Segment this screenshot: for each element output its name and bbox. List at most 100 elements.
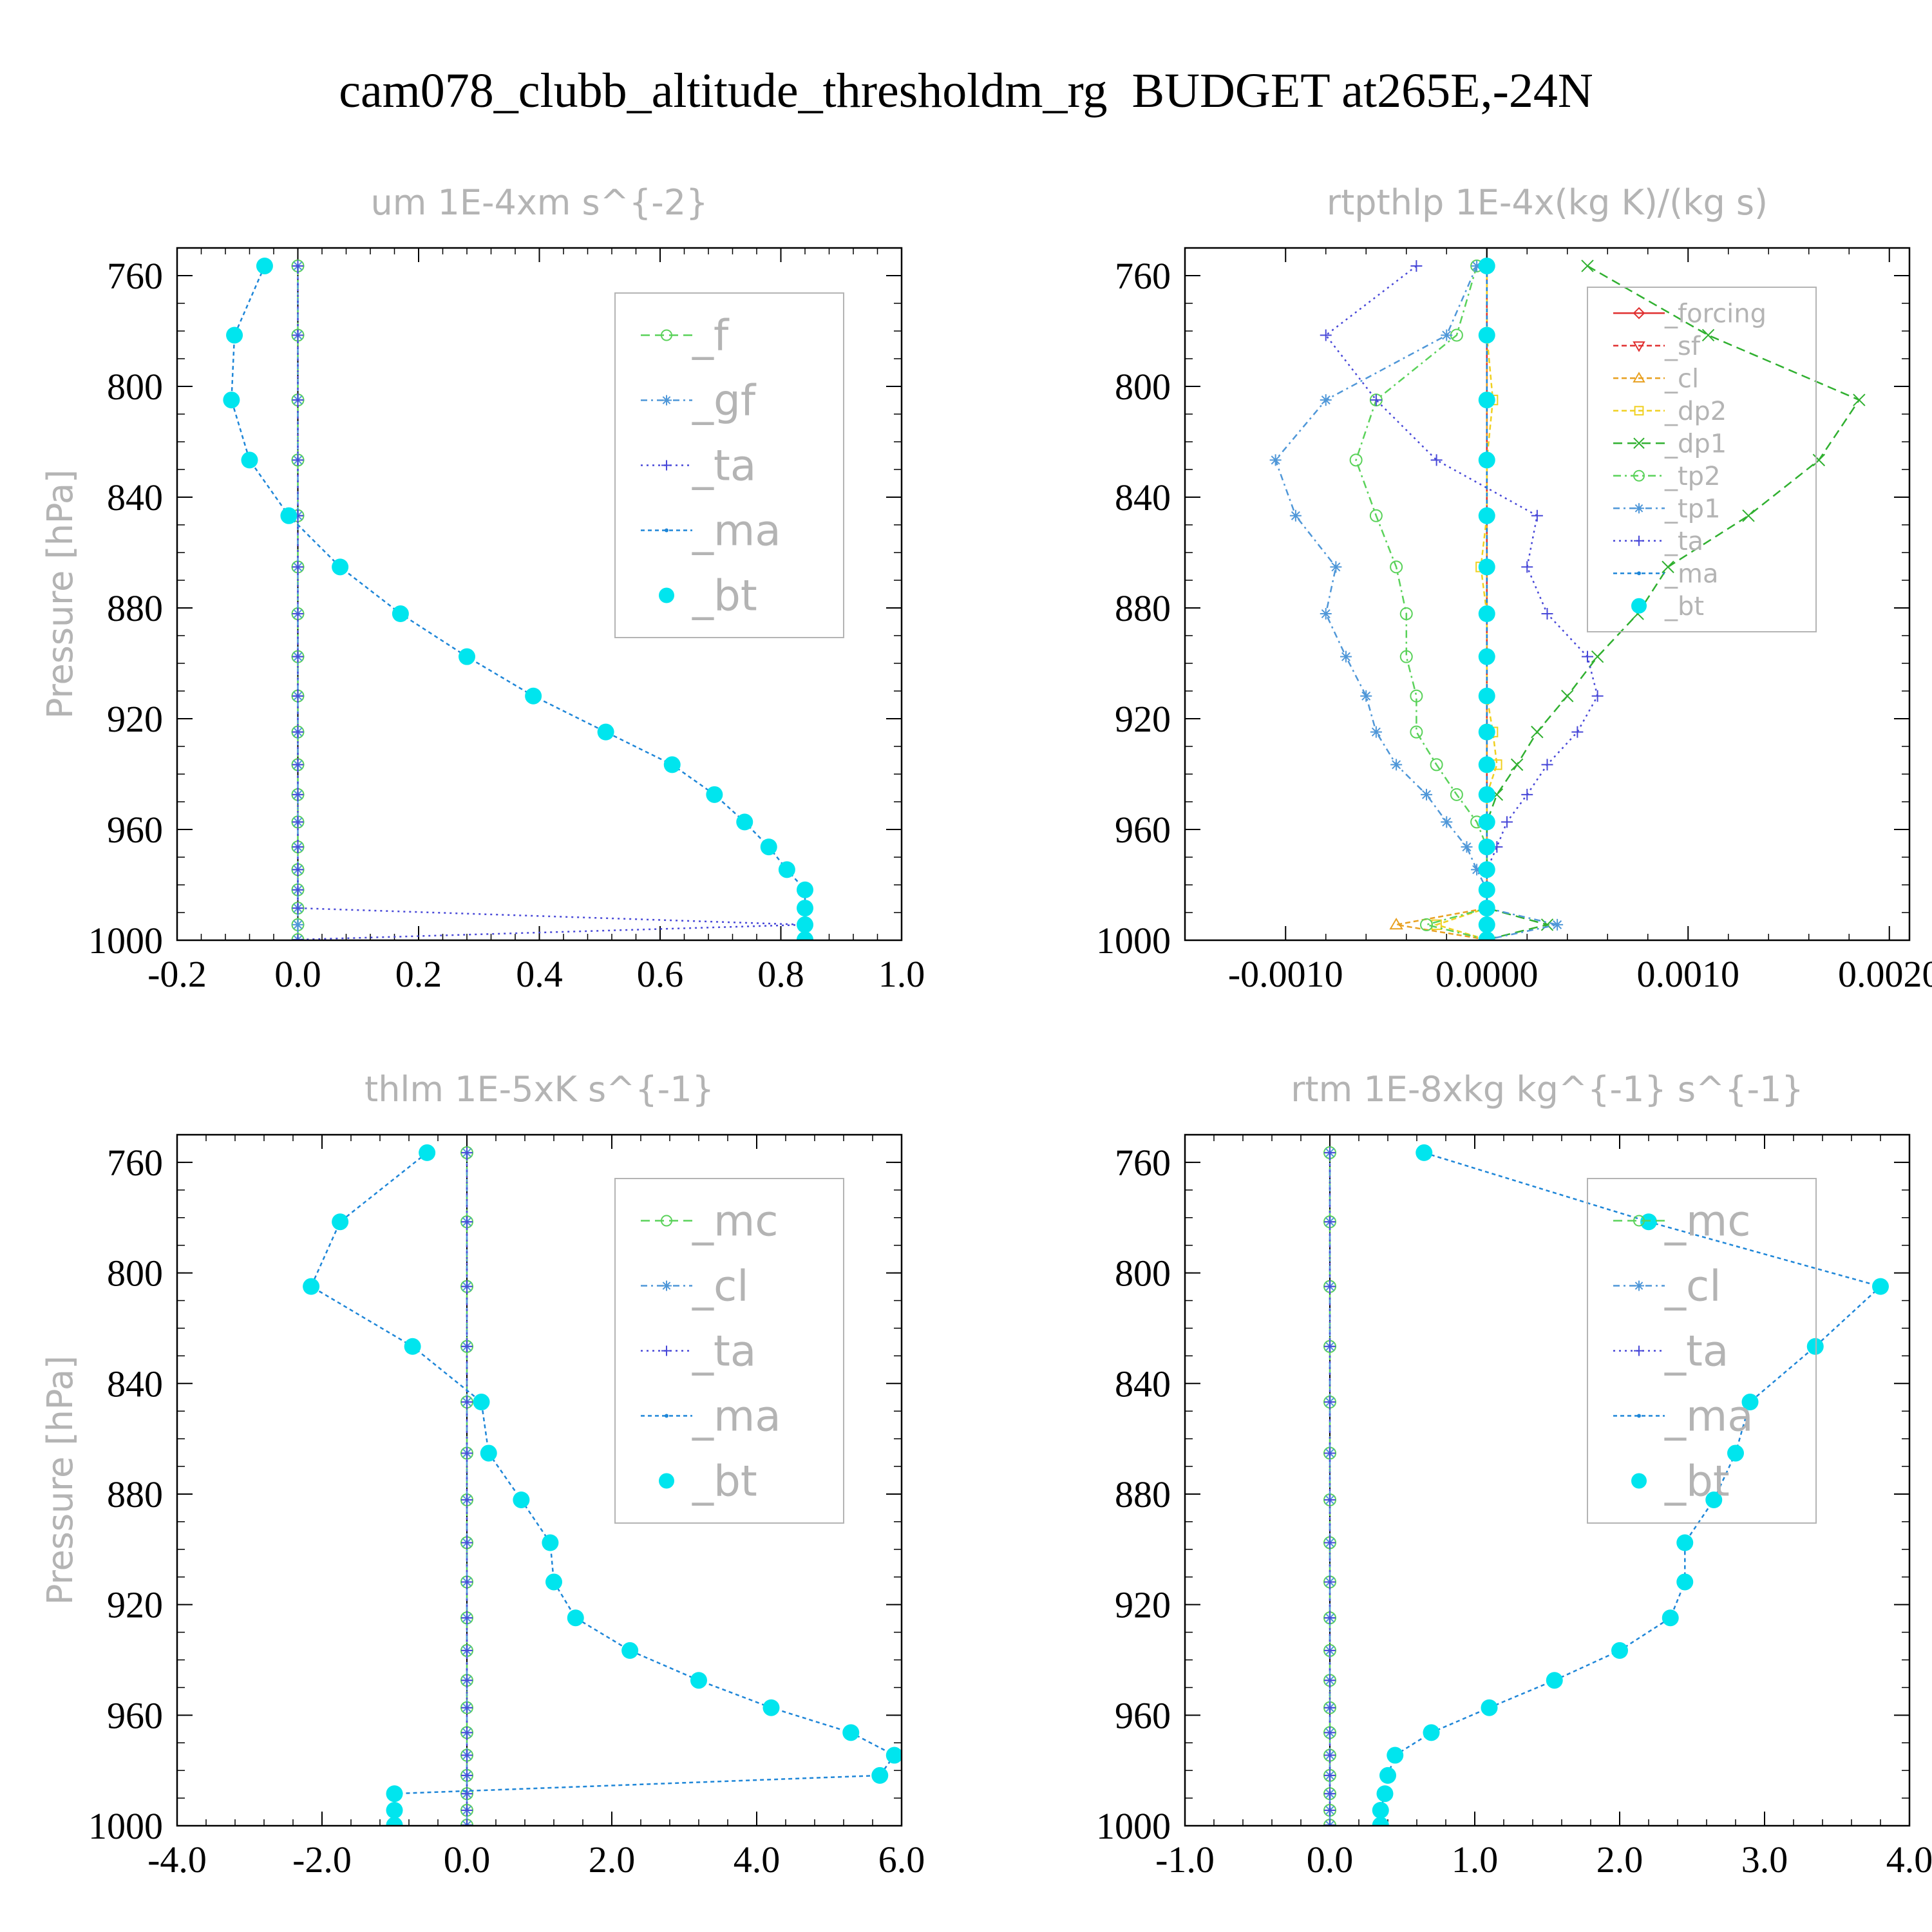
data-point	[1521, 561, 1533, 573]
data-point	[473, 1394, 490, 1411]
data-point	[332, 558, 349, 576]
legend-label: _dp2	[1664, 397, 1727, 426]
data-point	[797, 931, 813, 940]
panel-title: um 1E-4xm s^{-2}	[371, 182, 708, 223]
data-point	[1812, 453, 1826, 467]
data-point	[461, 1804, 473, 1816]
series-group	[1269, 257, 1866, 940]
x-tick-label: 0.6	[637, 953, 684, 995]
data-point	[1633, 307, 1645, 319]
data-point	[292, 841, 304, 853]
data-point	[461, 1612, 473, 1624]
data-point	[461, 1280, 473, 1293]
data-point	[292, 690, 304, 702]
plot-frame	[176, 247, 903, 942]
data-point	[1634, 1345, 1644, 1356]
series-line	[1381, 1153, 1880, 1825]
legend-entry: _bt	[1631, 592, 1704, 621]
data-point	[1360, 690, 1372, 702]
y-axis-label: Pressure [hPa]	[40, 1356, 80, 1605]
legend-entry: _dp2	[1613, 397, 1727, 426]
series-tp1	[1269, 260, 1564, 940]
data-point	[461, 1701, 473, 1714]
legend-label: _cl	[692, 1262, 749, 1311]
data-point	[461, 1674, 473, 1687]
y-tick-label: 760	[1115, 255, 1171, 297]
data-point	[1633, 341, 1645, 352]
data-point	[241, 451, 258, 469]
data-point	[461, 1727, 473, 1739]
series-bt	[1372, 1144, 1889, 1826]
legend-entry: _mc	[641, 1197, 779, 1246]
data-point	[1634, 1280, 1644, 1291]
legend-label: _ta	[1664, 1327, 1728, 1376]
data-point	[1471, 260, 1483, 272]
x-tick-label: 4.0	[734, 1839, 781, 1880]
data-point	[1324, 1701, 1336, 1714]
data-point	[1324, 1146, 1336, 1159]
x-tick-label: 0.2	[395, 953, 442, 995]
data-point	[1531, 725, 1544, 739]
data-point	[280, 507, 298, 524]
series-tp2	[1349, 259, 1493, 940]
data-point	[1640, 1213, 1657, 1231]
legend-label: _gf	[692, 376, 757, 426]
panel-um: um 1E-4xm s^{-2} Pressure [hPa] -0.2 0.0 0.2…	[40, 182, 925, 995]
data-point	[1478, 861, 1495, 878]
legend-entry: _tp1	[1613, 494, 1721, 524]
y-tick-label: 880	[107, 1473, 163, 1515]
data-point	[292, 650, 304, 663]
data-point	[1611, 1642, 1628, 1659]
data-point	[1410, 725, 1423, 739]
x-tick-label: 0.0	[1307, 1839, 1354, 1880]
data-point	[1872, 1278, 1889, 1295]
data-point	[386, 1785, 403, 1803]
data-point	[461, 1644, 473, 1656]
y-tick-label: 960	[107, 809, 163, 851]
data-point	[1510, 758, 1524, 772]
data-point	[661, 1215, 672, 1227]
data-point	[661, 1345, 672, 1356]
data-point	[1376, 1785, 1394, 1803]
data-point	[292, 884, 304, 896]
series-bt	[223, 257, 813, 940]
x-tick-label: -4.0	[147, 1839, 207, 1880]
data-point	[1324, 1788, 1336, 1800]
data-point	[760, 838, 777, 856]
series-cl	[1389, 258, 1494, 940]
data-point	[292, 902, 304, 914]
series-line	[311, 1153, 895, 1825]
data-point	[1372, 1801, 1389, 1819]
series-ta	[1320, 260, 1604, 940]
data-point	[1541, 759, 1553, 771]
data-point	[461, 1340, 473, 1352]
data-point	[292, 759, 304, 771]
y-tick-label: 960	[107, 1694, 163, 1736]
minor-ticks	[1184, 1134, 1910, 1826]
data-point	[1541, 608, 1553, 620]
data-point	[223, 392, 240, 409]
data-point	[1324, 1537, 1336, 1549]
legend-entry: _tp2	[1613, 462, 1721, 491]
x-tick-label: 3.0	[1741, 1839, 1788, 1880]
y-tick-label: 800	[1115, 366, 1171, 408]
data-point	[292, 918, 304, 931]
y-tick-label: 880	[107, 587, 163, 629]
data-point	[1324, 1644, 1336, 1656]
y-tick-label: 1000	[88, 1805, 163, 1847]
data-point	[292, 816, 304, 828]
y-tick-label: 760	[1115, 1142, 1171, 1184]
x-tick-label: 1.0	[1452, 1839, 1499, 1880]
y-tick-label: 800	[107, 1253, 163, 1294]
data-point	[871, 1766, 889, 1784]
data-point	[461, 1447, 473, 1459]
data-point	[545, 1573, 562, 1591]
series-ma	[1378, 1150, 1882, 1826]
legend-label: _tp1	[1664, 494, 1721, 524]
x-tick-label: -0.0010	[1228, 953, 1343, 995]
data-point	[1324, 1749, 1336, 1761]
series-group	[223, 257, 813, 940]
data-point	[1324, 1493, 1336, 1506]
data-point	[663, 756, 681, 773]
